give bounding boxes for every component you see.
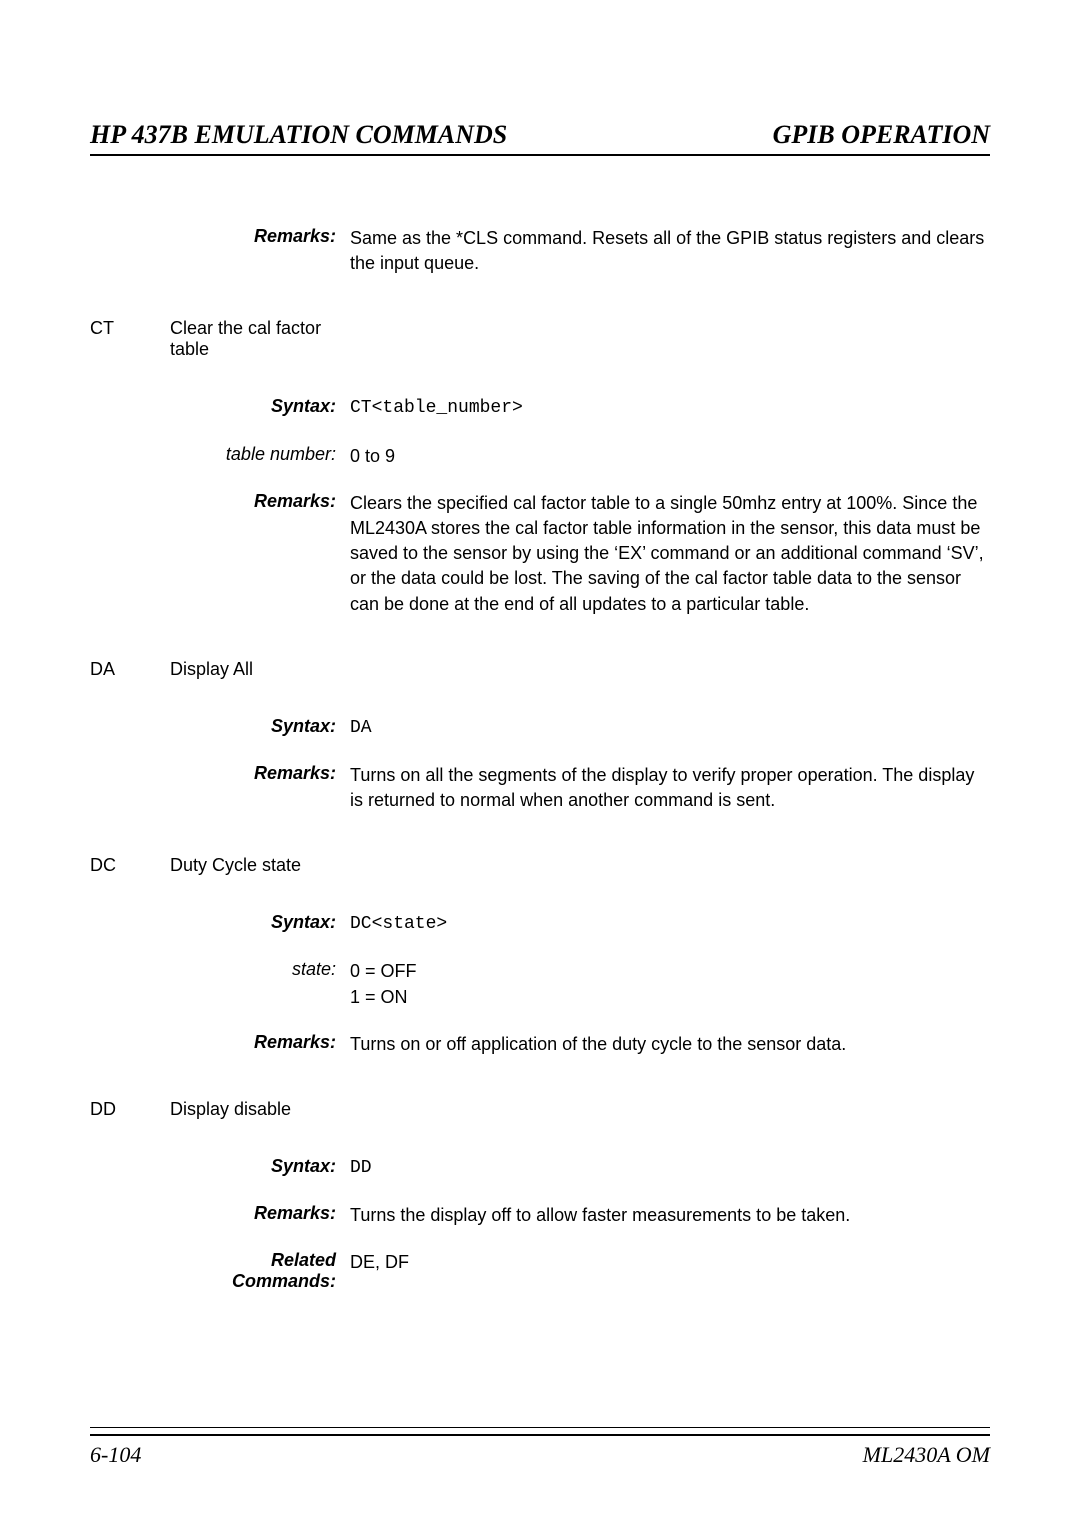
dc-state-spacer: [90, 959, 170, 1009]
ct-title-row: CT Clear the cal factor table: [90, 318, 990, 360]
section-gap: [90, 1079, 990, 1099]
intro-remarks-value: Same as the *CLS command. Resets all of …: [350, 226, 990, 276]
ct-syntax-value: CT<table_number>: [350, 396, 990, 421]
dd-syntax-label: Syntax:: [170, 1156, 350, 1181]
dc-syntax-spacer: [90, 912, 170, 937]
ct-title: Clear the cal factor table: [170, 318, 350, 360]
dd-related-value: DE, DF: [350, 1250, 990, 1292]
dd-remarks-row: Remarks: Turns the display off to allow …: [90, 1203, 990, 1228]
da-remarks-label: Remarks:: [170, 763, 350, 813]
ct-syntax-label: Syntax:: [170, 396, 350, 421]
dc-remarks-row: Remarks: Turns on or off application of …: [90, 1032, 990, 1057]
intro-cmd-spacer: [90, 226, 170, 276]
da-title-row: DA Display All: [90, 659, 990, 680]
da-syntax-label: Syntax:: [170, 716, 350, 741]
section-gap: [90, 298, 990, 318]
footer-page-number: 6-104: [90, 1442, 141, 1468]
footer-rule: [90, 1427, 990, 1428]
dd-syntax-spacer: [90, 1156, 170, 1181]
ct-tablenum-label: table number:: [170, 444, 350, 469]
dc-syntax-value: DC<state>: [350, 912, 990, 937]
da-code: DA: [90, 659, 170, 680]
dc-state-value: 0 = OFF 1 = ON: [350, 959, 990, 1009]
header-title-left: HP 437B EMULATION COMMANDS: [90, 120, 507, 150]
ct-syntax-row: Syntax: CT<table_number>: [90, 396, 990, 421]
dd-title-text: Display disable: [170, 1099, 291, 1119]
da-title: Display All: [170, 659, 350, 680]
da-syntax-value: DA: [350, 716, 990, 741]
dd-title: Display disable: [170, 1099, 350, 1120]
ct-remarks-row: Remarks: Clears the specified cal factor…: [90, 491, 990, 617]
dd-related-label: Related Commands:: [170, 1250, 350, 1292]
dc-state-row: state: 0 = OFF 1 = ON: [90, 959, 990, 1009]
da-title-text: Display All: [170, 659, 253, 679]
dc-syntax-label: Syntax:: [170, 912, 350, 937]
dc-remarks-spacer: [90, 1032, 170, 1057]
footer-doc-id: ML2430A OM: [863, 1442, 990, 1468]
section-gap: [90, 639, 990, 659]
dd-title-row: DD Display disable: [90, 1099, 990, 1120]
intro-remarks-row: Remarks: Same as the *CLS command. Reset…: [90, 226, 990, 276]
ct-tablenum-spacer: [90, 444, 170, 469]
dd-title-spacer: [350, 1099, 990, 1120]
intro-remarks-label: Remarks:: [170, 226, 350, 276]
dc-syntax-row: Syntax: DC<state>: [90, 912, 990, 937]
section-gap: [90, 835, 990, 855]
da-syntax-spacer: [90, 716, 170, 741]
dd-syntax-row: Syntax: DD: [90, 1156, 990, 1181]
dc-title-text: Duty Cycle state: [170, 855, 301, 875]
ct-tablenum-value: 0 to 9: [350, 444, 990, 469]
dc-state-label: state:: [170, 959, 350, 1009]
da-remarks-value: Turns on all the segments of the display…: [350, 763, 990, 813]
da-syntax-row: Syntax: DA: [90, 716, 990, 741]
dc-remarks-value: Turns on or off application of the duty …: [350, 1032, 990, 1057]
page-footer: 6-104 ML2430A OM: [90, 1434, 990, 1468]
ct-remarks-label: Remarks:: [170, 491, 350, 617]
dc-title-row: DC Duty Cycle state: [90, 855, 990, 876]
dc-title-spacer: [350, 855, 990, 876]
dd-remarks-spacer: [90, 1203, 170, 1228]
da-title-spacer: [350, 659, 990, 680]
dd-remarks-value: Turns the display off to allow faster me…: [350, 1203, 990, 1228]
dc-title: Duty Cycle state: [170, 855, 350, 876]
da-remarks-row: Remarks: Turns on all the segments of th…: [90, 763, 990, 813]
da-remarks-spacer: [90, 763, 170, 813]
dc-remarks-label: Remarks:: [170, 1032, 350, 1057]
dd-code: DD: [90, 1099, 170, 1120]
ct-remarks-value: Clears the specified cal factor table to…: [350, 491, 990, 617]
ct-tablenum-row: table number: 0 to 9: [90, 444, 990, 469]
dd-related-spacer: [90, 1250, 170, 1292]
page-header: HP 437B EMULATION COMMANDS GPIB OPERATIO…: [90, 120, 990, 156]
dd-related-row: Related Commands: DE, DF: [90, 1250, 990, 1292]
ct-title-text: Clear the cal factor table: [170, 318, 321, 359]
ct-title-spacer: [350, 318, 990, 360]
dd-syntax-value: DD: [350, 1156, 990, 1181]
ct-remarks-spacer: [90, 491, 170, 617]
header-title-right: GPIB OPERATION: [773, 120, 990, 150]
dd-remarks-label: Remarks:: [170, 1203, 350, 1228]
dc-code: DC: [90, 855, 170, 876]
ct-syntax-spacer: [90, 396, 170, 421]
ct-code: CT: [90, 318, 170, 360]
